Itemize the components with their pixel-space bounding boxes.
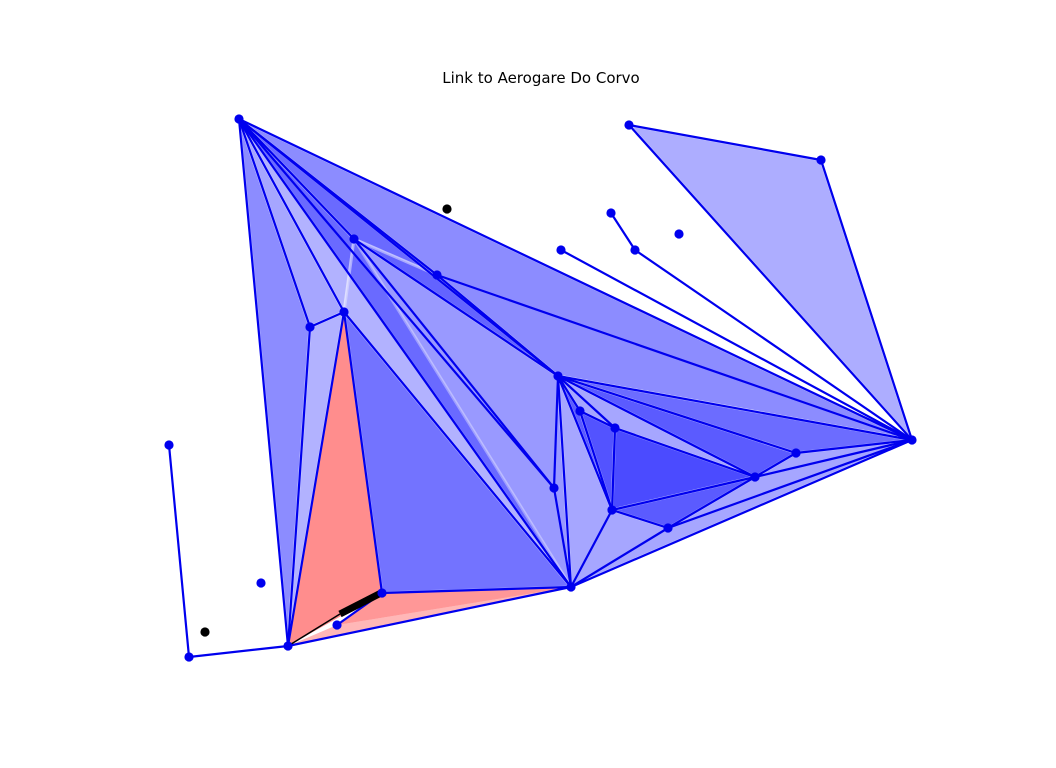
- edge-W-Y: [569, 526, 670, 589]
- edge-J-Q: [435, 273, 914, 442]
- node-o: [610, 423, 620, 433]
- red-face-1: [337, 587, 571, 625]
- edge-A-J: [237, 117, 439, 277]
- node-d: [442, 204, 452, 214]
- node-e: [606, 208, 616, 218]
- node-s: [791, 448, 801, 458]
- edge-AC-AD: [187, 644, 290, 659]
- node-g: [556, 245, 566, 255]
- node-l: [305, 322, 315, 332]
- edge-M-N: [556, 374, 582, 413]
- node-b: [624, 120, 634, 130]
- node-f: [674, 229, 684, 239]
- edge-M-Q: [556, 374, 914, 442]
- edge-A-I: [237, 117, 356, 241]
- node-q: [907, 435, 917, 445]
- network-nodes: [164, 114, 917, 662]
- edge-K-Y: [342, 310, 573, 589]
- edge-K-AC: [286, 310, 346, 648]
- edge-A-K: [237, 117, 346, 314]
- edge-T-S: [753, 451, 798, 479]
- edge-I-M: [352, 237, 560, 378]
- node-j: [432, 270, 442, 280]
- node-n: [575, 406, 585, 416]
- edge-E-H: [609, 211, 637, 252]
- edge-M-Y: [556, 374, 573, 589]
- edge-T-Q: [753, 438, 914, 479]
- edge-Y-Q: [569, 438, 914, 589]
- edge-G-Q: [559, 248, 914, 442]
- edge-AD-R: [167, 443, 191, 659]
- node-h: [630, 245, 640, 255]
- edge-O-T: [613, 426, 757, 479]
- edge-B-C: [627, 123, 823, 162]
- edge-A-U: [237, 117, 556, 490]
- edge-V-Y: [569, 508, 614, 589]
- edge-B-Q: [627, 123, 914, 442]
- node-v: [607, 505, 617, 515]
- edge-W-Q: [666, 438, 914, 530]
- edge-N-V: [578, 409, 614, 512]
- edge-H-Q: [633, 248, 914, 442]
- highlighted-link: [287, 589, 383, 647]
- node-y: [566, 582, 576, 592]
- node-t: [750, 472, 760, 482]
- node-a: [234, 114, 244, 124]
- plot-title: Link to Aerogare Do Corvo: [442, 69, 640, 87]
- edge-L-K: [308, 310, 346, 329]
- node-aa: [332, 620, 342, 630]
- highlighted-link-tail: [287, 613, 341, 647]
- edge-A-L: [237, 117, 312, 329]
- edge-C-Q: [819, 158, 914, 442]
- node-k: [339, 307, 349, 317]
- edge-W-T: [666, 475, 757, 530]
- highlighted-link-segment: [338, 589, 383, 618]
- edge-J-M: [435, 273, 560, 378]
- edge-M-V: [556, 374, 614, 512]
- edge-L-AC: [286, 325, 312, 648]
- edge-N-O: [578, 409, 617, 430]
- node-i: [349, 234, 359, 244]
- edge-O-V: [610, 426, 617, 512]
- edge-A-Q: [237, 117, 914, 442]
- edge-M-S: [556, 374, 798, 455]
- node-x: [256, 578, 266, 588]
- edge-U-Y: [552, 486, 573, 589]
- edge-K-Z: [342, 310, 384, 595]
- edge-M-T: [556, 374, 757, 479]
- edge-A-AC: [237, 117, 290, 648]
- edge-V-T: [610, 475, 757, 512]
- edge-M-U: [552, 374, 560, 490]
- node-c: [816, 155, 826, 165]
- edge-V-W: [610, 508, 670, 530]
- node-m: [553, 371, 563, 381]
- edge-A-Y: [237, 117, 573, 589]
- edge-Y-Z: [380, 585, 573, 595]
- edge-S-Q: [794, 438, 914, 455]
- node-ad: [184, 652, 194, 662]
- edge-I-U: [352, 237, 556, 490]
- red-face-0: [288, 312, 382, 646]
- edge-Y-AC: [286, 585, 573, 648]
- node-u: [549, 483, 559, 493]
- network-edges: [167, 117, 914, 659]
- node-w: [663, 523, 673, 533]
- node-r: [164, 440, 174, 450]
- node-ac: [283, 641, 293, 651]
- node-z: [377, 588, 387, 598]
- edge-M-O: [556, 374, 617, 430]
- node-ab: [200, 627, 210, 637]
